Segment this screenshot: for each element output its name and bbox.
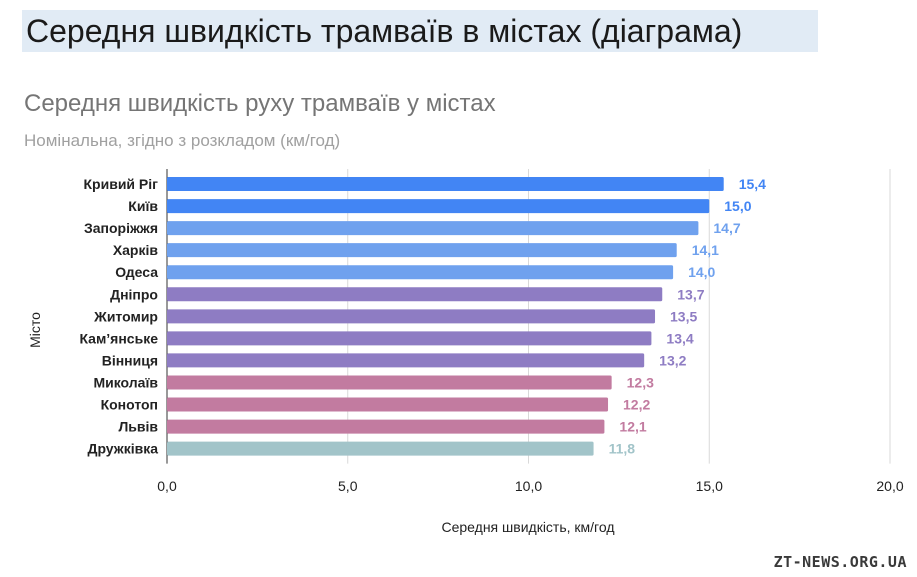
value-label: 13,4 xyxy=(666,330,693,346)
chart-title: Середня швидкість руху трамваїв у містах xyxy=(24,90,496,117)
x-tick-label: 10,0 xyxy=(515,478,542,494)
value-label: 12,3 xyxy=(627,374,654,390)
value-label: 14,1 xyxy=(692,242,719,258)
y-axis-title: Місто xyxy=(27,312,43,348)
bar xyxy=(167,309,656,324)
value-label: 14,0 xyxy=(688,264,715,280)
category-label: Дніпро xyxy=(110,286,158,302)
watermark: ZT-NEWS.ORG.UA xyxy=(773,553,907,571)
chart-subtitle: Номінальна, згідно з розкладом (км/год) xyxy=(24,131,341,150)
category-label: Київ xyxy=(128,198,158,214)
category-label: Кривий Ріг xyxy=(84,176,159,192)
bar xyxy=(167,177,724,192)
value-label: 15,0 xyxy=(724,198,751,214)
x-axis-title: Середня швидкість, км/год xyxy=(442,519,615,535)
category-label: Харків xyxy=(113,242,159,258)
x-tick-label: 0,0 xyxy=(157,478,177,494)
category-label: Кам’янське xyxy=(79,330,158,346)
bar xyxy=(167,287,663,302)
value-label: 15,4 xyxy=(739,176,766,192)
x-tick-label: 15,0 xyxy=(696,478,723,494)
bar xyxy=(167,419,605,434)
category-label: Вінниця xyxy=(102,352,158,368)
bar xyxy=(167,265,674,280)
value-label: 13,2 xyxy=(659,352,686,368)
category-label: Дружківка xyxy=(87,441,158,457)
value-label: 11,8 xyxy=(609,441,636,457)
value-label: 12,2 xyxy=(623,397,650,413)
bar xyxy=(167,397,609,412)
value-label: 12,1 xyxy=(619,419,646,435)
value-label: 14,7 xyxy=(713,220,740,236)
bar xyxy=(167,441,594,456)
category-label: Запоріжжя xyxy=(84,220,158,236)
value-label: 13,7 xyxy=(677,286,704,302)
x-tick-label: 5,0 xyxy=(338,478,358,494)
value-label: 13,5 xyxy=(670,308,697,324)
page-heading: Середня швидкість трамваїв в містах (діа… xyxy=(22,10,818,52)
category-label: Житомир xyxy=(93,308,158,324)
bar xyxy=(167,199,710,214)
bar xyxy=(167,353,645,368)
category-label: Львів xyxy=(118,419,158,435)
x-tick-label: 20,0 xyxy=(876,478,903,494)
category-label: Конотоп xyxy=(101,397,158,413)
category-label: Миколаїв xyxy=(93,374,158,390)
bar xyxy=(167,375,612,390)
category-label: Одеса xyxy=(115,264,158,280)
bar xyxy=(167,221,699,236)
bar xyxy=(167,331,652,346)
bar xyxy=(167,243,677,258)
